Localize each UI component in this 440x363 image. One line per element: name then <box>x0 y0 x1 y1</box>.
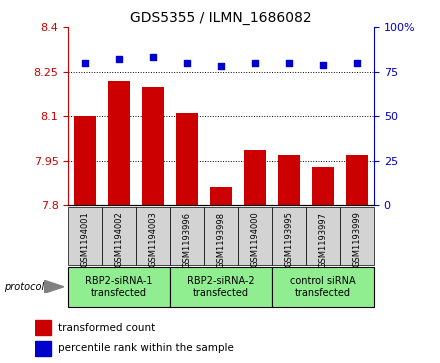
Bar <box>35 320 51 335</box>
FancyBboxPatch shape <box>102 207 136 265</box>
FancyBboxPatch shape <box>340 207 374 265</box>
Bar <box>278 155 300 205</box>
Text: GSM1193999: GSM1193999 <box>352 212 362 268</box>
Text: RBP2-siRNA-1
transfected: RBP2-siRNA-1 transfected <box>85 276 153 298</box>
Bar <box>176 113 198 205</box>
Bar <box>244 150 266 205</box>
Bar <box>108 81 130 205</box>
Text: GSM1193998: GSM1193998 <box>216 212 226 268</box>
FancyBboxPatch shape <box>238 207 272 265</box>
Bar <box>35 340 51 356</box>
FancyBboxPatch shape <box>136 207 170 265</box>
Bar <box>210 187 232 205</box>
Text: RBP2-siRNA-2
transfected: RBP2-siRNA-2 transfected <box>187 276 255 298</box>
Title: GDS5355 / ILMN_1686082: GDS5355 / ILMN_1686082 <box>130 11 312 25</box>
FancyBboxPatch shape <box>204 207 238 265</box>
FancyBboxPatch shape <box>68 207 102 265</box>
Point <box>82 60 89 66</box>
Text: GSM1193997: GSM1193997 <box>319 212 327 268</box>
Point <box>150 54 157 60</box>
Text: GSM1193995: GSM1193995 <box>285 212 293 268</box>
Text: GSM1194000: GSM1194000 <box>250 212 260 267</box>
Text: percentile rank within the sample: percentile rank within the sample <box>59 343 235 354</box>
FancyBboxPatch shape <box>306 207 340 265</box>
FancyBboxPatch shape <box>68 267 170 307</box>
FancyBboxPatch shape <box>170 267 272 307</box>
Polygon shape <box>44 280 64 293</box>
Text: GSM1193996: GSM1193996 <box>183 212 192 268</box>
Text: GSM1194002: GSM1194002 <box>115 212 124 267</box>
Text: GSM1194003: GSM1194003 <box>149 212 158 268</box>
FancyBboxPatch shape <box>170 207 204 265</box>
Text: control siRNA
transfected: control siRNA transfected <box>290 276 356 298</box>
Point <box>183 60 191 66</box>
Point <box>252 60 259 66</box>
Point <box>353 60 360 66</box>
Bar <box>74 116 96 205</box>
Point <box>116 56 123 62</box>
Bar <box>142 86 164 205</box>
Text: GSM1194001: GSM1194001 <box>81 212 90 267</box>
Text: transformed count: transformed count <box>59 323 156 333</box>
Point <box>286 60 293 66</box>
FancyBboxPatch shape <box>272 267 374 307</box>
Bar <box>346 155 368 205</box>
FancyBboxPatch shape <box>272 207 306 265</box>
Point <box>319 62 326 68</box>
Text: protocol: protocol <box>4 282 44 292</box>
Bar <box>312 167 334 205</box>
Point <box>218 64 225 69</box>
